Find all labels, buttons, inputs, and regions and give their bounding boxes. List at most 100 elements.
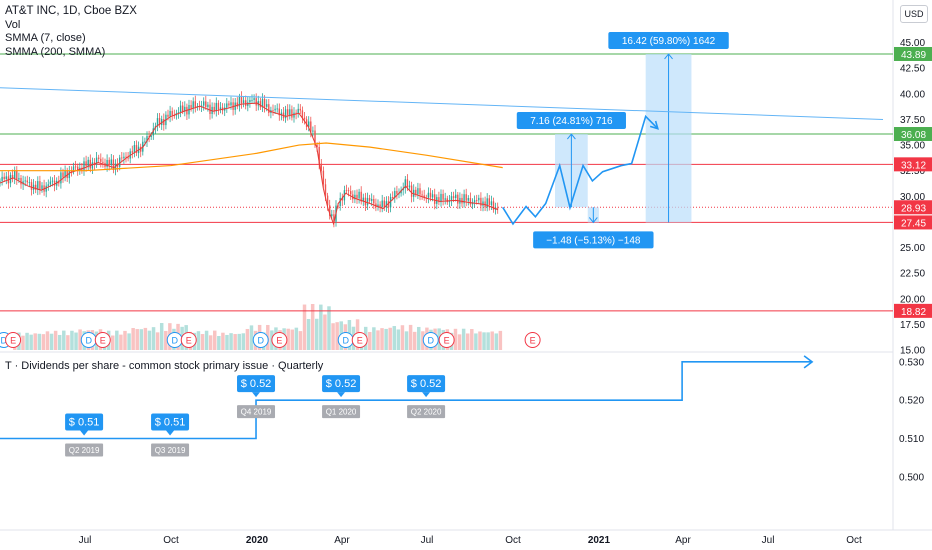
legend-vol[interactable]: Vol	[5, 18, 21, 31]
time-axis[interactable]: Jul Oct 2020 Apr Jul Oct 2021 Apr Jul Oct	[79, 535, 862, 546]
candle-body	[213, 106, 215, 112]
candle-body	[310, 121, 312, 132]
price-tick-label: 42.50	[900, 64, 925, 75]
candle-body	[217, 102, 220, 110]
earnings-marker	[180, 332, 197, 348]
candle-body	[276, 108, 278, 110]
dividend-tick-label: 0.510	[899, 434, 924, 445]
dividend-quarter-label: Q3 2019	[155, 446, 186, 455]
volume-bar	[392, 326, 397, 350]
volume-bar	[306, 319, 311, 350]
candle-body	[24, 180, 26, 182]
candle-body	[377, 204, 379, 208]
dividend-value-box	[407, 375, 446, 393]
candle-body	[387, 201, 390, 208]
candle-body	[83, 161, 85, 171]
candle-body	[291, 109, 293, 118]
earnings-marker	[271, 332, 288, 348]
horizontal-levels[interactable]	[0, 53, 893, 312]
symbol-title[interactable]: AT&T INC, 1D, Cboe BZX	[5, 5, 137, 17]
volume-bar	[164, 330, 168, 350]
dividend-value-box	[65, 413, 104, 431]
projection-path	[502, 114, 659, 226]
dividend-marker	[252, 332, 269, 348]
volume-bar	[453, 328, 458, 350]
volume-bar	[457, 334, 462, 350]
price-axis[interactable]: 47.5045.0042.5040.0037.5035.0032.5030.00…	[894, 13, 932, 484]
candle-body	[444, 198, 446, 200]
candle-body	[329, 205, 331, 216]
measurement-boxes[interactable]: 7.16 (24.81%) 716 −1.48 (−5.13%) −148 16.4…	[516, 31, 729, 249]
overlay-lines[interactable]	[0, 87, 884, 226]
candle-body	[322, 170, 325, 185]
volume-bar	[53, 330, 58, 350]
candle-body	[72, 166, 75, 172]
dividend-quarter-box	[65, 443, 104, 457]
candle-body	[89, 159, 91, 169]
projection-arrowhead	[649, 120, 659, 130]
volume-bar	[245, 328, 250, 350]
candle-body	[490, 201, 493, 205]
candle-body	[35, 184, 37, 190]
candle-body	[127, 157, 129, 159]
volume-bar	[127, 333, 131, 350]
legend-smma200[interactable]: SMMA (200, SMMA)	[5, 45, 106, 58]
candle-body	[455, 194, 457, 198]
volume-bar	[470, 329, 474, 350]
candle-body	[1, 176, 3, 181]
level-axis-label: 36.08	[901, 130, 926, 141]
dividend-tick-label: 0.520	[899, 396, 924, 407]
candle-body	[295, 112, 297, 114]
trendline	[0, 87, 884, 120]
level-axis-label-bg	[894, 46, 932, 61]
volume-bar	[208, 335, 213, 350]
volume-bar	[143, 327, 148, 350]
currency-button[interactable]: USD	[900, 5, 928, 23]
candle-body	[347, 190, 350, 192]
price-tick-label: 32.50	[900, 166, 925, 177]
candle-body	[121, 157, 123, 159]
candle-body	[171, 110, 173, 116]
volume-bar	[310, 304, 315, 350]
volume-bar	[204, 330, 209, 350]
price-series	[0, 91, 503, 228]
volume-bar	[241, 333, 246, 350]
volume-bar	[123, 330, 127, 350]
legend-smma7[interactable]: SMMA (7, close)	[5, 32, 86, 44]
level-axis-label-bg	[894, 127, 932, 142]
candle-body	[133, 145, 136, 153]
candle-body	[156, 118, 159, 127]
measure-label-box	[516, 112, 626, 130]
current-price-label-bg	[894, 200, 932, 215]
candle-body	[452, 196, 455, 198]
time-tick-label: Jul	[421, 535, 434, 546]
volume-bar	[66, 335, 70, 350]
candle-body	[299, 108, 301, 111]
candle-body	[257, 101, 259, 106]
volume-bar	[482, 332, 486, 350]
volume-bar	[388, 327, 392, 350]
candle-body	[119, 157, 121, 167]
event-marker-label: E	[530, 336, 536, 346]
dividend-value-pointer	[166, 430, 175, 436]
volume-bar	[196, 331, 201, 350]
volume-bar	[490, 331, 494, 350]
time-tick-label: 2020	[246, 535, 269, 546]
candle-body	[255, 98, 257, 106]
volume-bar	[368, 331, 372, 350]
event-marker-label: E	[186, 336, 192, 346]
candle-body	[37, 181, 39, 190]
candle-body	[110, 159, 112, 165]
dividend-quarter-box	[407, 405, 446, 419]
event-marker-label: E	[100, 336, 106, 346]
earnings-marker	[5, 332, 22, 348]
candle-body	[324, 184, 327, 196]
candle-body	[77, 166, 79, 171]
measure-label-box	[608, 31, 729, 49]
candle-body	[81, 167, 83, 171]
dividend-value-pointer	[80, 430, 89, 436]
candle-body	[339, 197, 341, 206]
chart-legend: AT&T INC, 1D, Cboe BZX Vol SMMA (7, clos…	[5, 5, 137, 59]
